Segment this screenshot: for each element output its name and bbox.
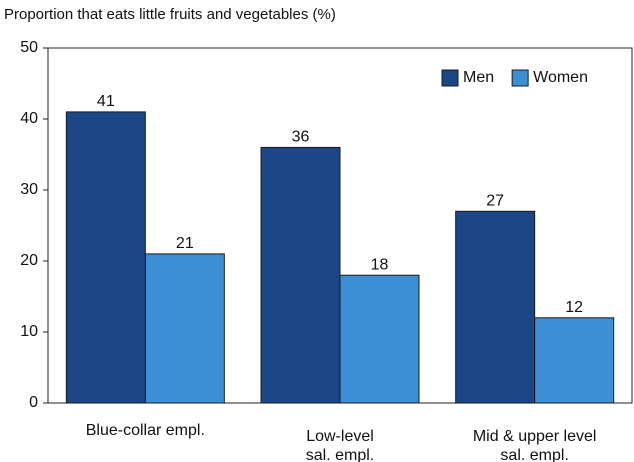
legend-swatch	[511, 69, 529, 87]
y-tick-label: 50	[20, 39, 38, 56]
x-tick-label: Blue-collar empl.	[86, 422, 205, 439]
value-label: 21	[176, 235, 194, 252]
legend-label: Women	[533, 69, 588, 86]
x-tick-label: Mid & upper level sal. empl.	[473, 428, 597, 462]
y-tick-label: 0	[29, 394, 38, 411]
bar	[144, 253, 225, 404]
y-tick-label: 30	[20, 181, 38, 198]
bar	[534, 317, 615, 404]
bar	[455, 210, 536, 404]
bar	[339, 274, 420, 404]
value-label: 12	[565, 299, 583, 316]
y-tick-label: 10	[20, 323, 38, 340]
value-label: 36	[292, 129, 310, 146]
bar	[65, 111, 146, 404]
legend-swatch	[441, 69, 459, 87]
x-tick-label: Low-level sal. empl.	[306, 428, 374, 462]
chart-title: Proportion that eats little fruits and v…	[4, 6, 336, 23]
y-tick-label: 40	[20, 110, 38, 127]
bar	[260, 146, 341, 404]
legend-label: Men	[463, 69, 494, 86]
y-tick-label: 20	[20, 252, 38, 269]
value-label: 27	[486, 193, 504, 210]
value-label: 18	[371, 256, 389, 273]
value-label: 41	[97, 93, 115, 110]
